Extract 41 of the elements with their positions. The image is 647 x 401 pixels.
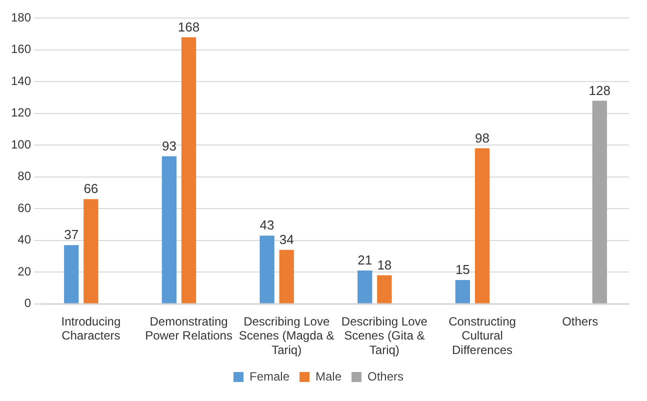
y-tick-label: 80 xyxy=(18,169,32,184)
y-tick-label: 140 xyxy=(10,74,32,88)
legend-label: Female xyxy=(249,369,290,384)
bar xyxy=(162,156,177,304)
bar xyxy=(84,199,98,304)
bar xyxy=(260,236,274,304)
x-tick-label: Describing Love Scenes (Magda & Tariq) xyxy=(238,314,334,358)
data-label: 21 xyxy=(358,252,372,268)
x-tick-label: Constructing Cultural Differences xyxy=(448,314,516,358)
y-tick-label: 20 xyxy=(18,264,32,278)
bar xyxy=(358,270,372,304)
bar xyxy=(592,100,607,304)
data-label: 98 xyxy=(475,130,490,146)
data-label: 37 xyxy=(64,227,79,242)
y-tick-label: 40 xyxy=(18,232,32,247)
y-tick-label: 60 xyxy=(18,200,32,215)
x-tick-label: Describing Love Scenes (Gita & Tariq) xyxy=(341,314,428,358)
data-label: 15 xyxy=(455,262,470,278)
data-label: 66 xyxy=(84,181,98,196)
bar xyxy=(279,250,294,304)
x-tick-label: Others xyxy=(562,314,598,328)
bar xyxy=(474,148,490,304)
y-tick-label: 160 xyxy=(10,42,32,56)
data-label: 168 xyxy=(178,19,200,34)
bar xyxy=(64,245,79,304)
y-tick-label: 120 xyxy=(10,106,32,120)
y-tick-label: 180 xyxy=(10,10,32,25)
legend-label: Others xyxy=(368,369,404,384)
data-label: 93 xyxy=(162,138,176,154)
data-label: 128 xyxy=(588,82,611,98)
bar xyxy=(377,275,392,304)
x-tick-label: Demonstrating Power Relations xyxy=(145,314,232,343)
bar xyxy=(455,280,470,304)
data-label: 18 xyxy=(377,257,392,272)
x-tick-label: Introducing Characters xyxy=(61,314,121,343)
legend-label: Male xyxy=(315,369,342,384)
bar xyxy=(181,37,196,304)
y-tick-label: 100 xyxy=(10,137,32,152)
data-label: 43 xyxy=(260,218,274,233)
data-label: 34 xyxy=(279,232,294,247)
y-tick-label: 0 xyxy=(24,296,32,310)
